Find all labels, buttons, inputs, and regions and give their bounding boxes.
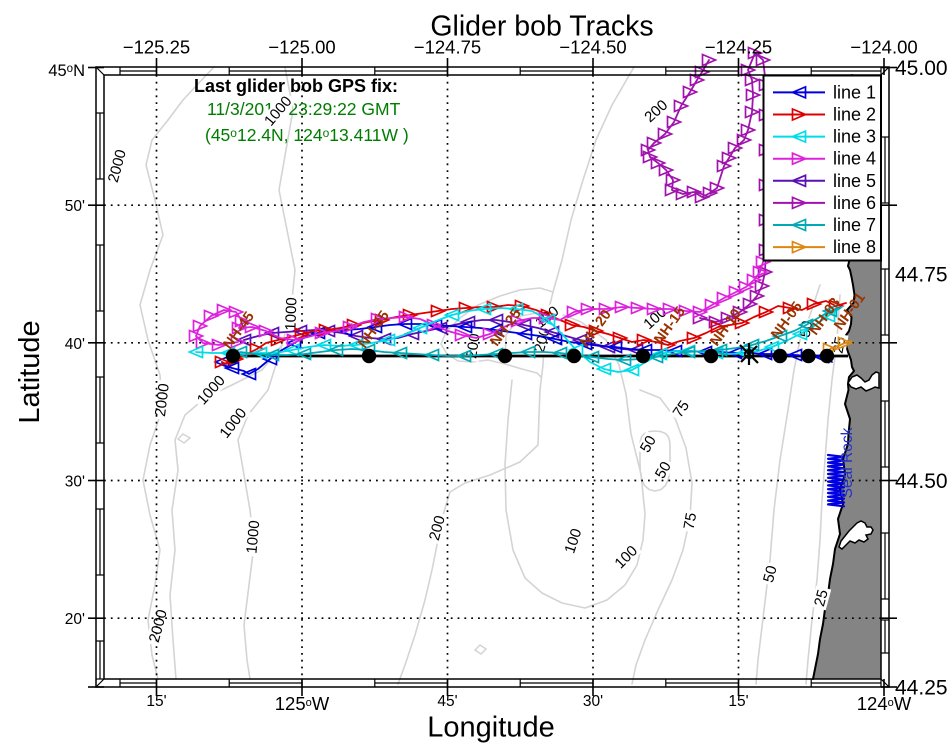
svg-text:45': 45' (437, 693, 457, 710)
svg-text:−125.25: −125.25 (123, 37, 190, 58)
svg-text:−124.75: −124.75 (414, 37, 481, 58)
svg-text:line 8: line 8 (833, 237, 876, 257)
svg-text:200: 200 (426, 514, 449, 543)
svg-text:line 3: line 3 (833, 127, 876, 147)
svg-text:line 7: line 7 (833, 215, 876, 235)
svg-text:1000: 1000 (243, 520, 263, 555)
svg-text:15': 15' (146, 693, 166, 710)
svg-text:line 5: line 5 (833, 171, 876, 191)
svg-text:1000: 1000 (282, 297, 300, 331)
svg-text:200: 200 (463, 332, 483, 359)
svg-text:20': 20' (65, 611, 85, 628)
svg-text:Latitude: Latitude (14, 320, 46, 423)
svg-text:44.75: 44.75 (895, 264, 948, 287)
svg-text:Last glider bob GPS fix:: Last glider bob GPS fix: (194, 76, 398, 96)
svg-text:45.00: 45.00 (895, 57, 948, 80)
svg-text:−124.00: −124.00 (850, 37, 917, 58)
svg-text:(45o12.4N, 124o13.411W ): (45o12.4N, 124o13.411W ) (205, 125, 409, 145)
svg-text:Seal Rock: Seal Rock (839, 427, 856, 498)
svg-text:50: 50 (637, 433, 660, 456)
svg-text:Glider bob Tracks: Glider bob Tracks (430, 11, 653, 43)
svg-text:44.50: 44.50 (895, 470, 948, 493)
svg-text:75: 75 (681, 511, 701, 530)
svg-text:−124.50: −124.50 (559, 37, 626, 58)
svg-text:44.25: 44.25 (895, 677, 948, 700)
svg-text:25: 25 (811, 588, 832, 609)
svg-text:75: 75 (670, 398, 693, 421)
svg-text:line 6: line 6 (833, 193, 876, 213)
svg-text:124oW: 124oW (857, 693, 912, 714)
svg-text:30': 30' (65, 474, 85, 491)
svg-text:30': 30' (583, 693, 603, 710)
svg-text:−125.00: −125.00 (268, 37, 335, 58)
svg-text:50: 50 (652, 459, 675, 482)
svg-text:line 1: line 1 (833, 82, 876, 102)
svg-text:11/3/2010 23:29:22 GMT: 11/3/2010 23:29:22 GMT (207, 99, 401, 119)
svg-text:40': 40' (65, 336, 85, 353)
svg-text:line 4: line 4 (833, 149, 876, 169)
svg-text:50: 50 (760, 564, 781, 585)
svg-text:Longitude: Longitude (427, 712, 554, 744)
svg-text:125oW: 125oW (275, 693, 330, 714)
svg-text:100: 100 (561, 527, 585, 556)
svg-text:50': 50' (65, 198, 85, 215)
svg-text:15': 15' (728, 693, 748, 710)
svg-text:−124.25: −124.25 (705, 37, 772, 58)
svg-text:line 2: line 2 (833, 105, 876, 125)
svg-text:45oN: 45oN (48, 62, 85, 80)
